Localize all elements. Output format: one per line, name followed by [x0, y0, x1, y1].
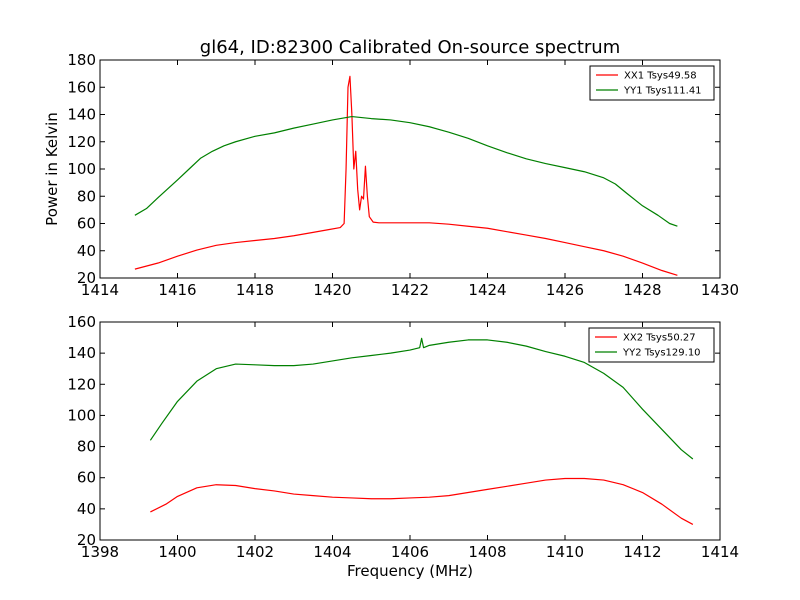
- x-axis-label: Frequency (MHz): [347, 562, 473, 580]
- x-tick-label: 1418: [236, 281, 274, 299]
- y-tick-label: 60: [77, 469, 96, 487]
- y-tick-label: 40: [77, 500, 96, 518]
- chart-title: gl64, ID:82300 Calibrated On-source spec…: [200, 37, 620, 58]
- x-tick-label: 1420: [313, 281, 351, 299]
- legend-box: [589, 65, 715, 101]
- y-tick-label: 80: [77, 187, 96, 205]
- x-tick-label: 1414: [81, 281, 119, 299]
- panels: 1414 1416 1418 1420 1422 1424 1426 1428 1430 20 40…: [43, 51, 739, 580]
- x-tick-label: 1416: [158, 281, 196, 299]
- y-tick-label: 100: [67, 406, 96, 424]
- x-tick-label: 1398: [81, 543, 119, 561]
- y-tick-label: 120: [67, 375, 96, 393]
- y-axis-label: Power in Kelvin: [43, 112, 61, 226]
- x-tick-label: 1400: [158, 543, 196, 561]
- x-tick-label: 1408: [468, 543, 506, 561]
- panel-2: 1398 1400 1402 1404 1406 1408 1410 1412 1414 20 40…: [67, 313, 739, 580]
- y-tick-label: 120: [67, 133, 96, 151]
- y-tick-label: 80: [77, 438, 96, 456]
- x-tick-label: 1430: [701, 281, 739, 299]
- x-tick-label: 1424: [468, 281, 506, 299]
- y-tick-label: 160: [67, 78, 96, 96]
- series-line-2-2: [149, 337, 694, 460]
- x-tick-label: 1426: [546, 281, 584, 299]
- legend-box: [588, 327, 715, 363]
- legend: XX1 Tsys49.58 YY1 Tsys111.41: [589, 65, 715, 101]
- legend-label: XX2 Tsys50.27: [623, 333, 696, 344]
- y-tick-label: 160: [67, 313, 96, 331]
- y-tick-label: 20: [77, 531, 96, 549]
- x-tick-label: 1412: [623, 543, 661, 561]
- y-tick-label: 180: [67, 51, 96, 69]
- panel-1: 1414 1416 1418 1420 1422 1424 1426 1428 1430 20 40…: [43, 51, 739, 299]
- y-tick-label: 20: [77, 269, 96, 287]
- series-line-1-1: [134, 75, 678, 276]
- y-tick-label: 40: [77, 242, 96, 260]
- y-tick-label: 60: [77, 215, 96, 233]
- y-tick-label: 100: [67, 160, 96, 178]
- series-line-1-2: [134, 115, 678, 227]
- x-tick-label: 1422: [391, 281, 429, 299]
- legend: XX2 Tsys50.27 YY2 Tsys129.10: [588, 327, 715, 363]
- legend-label: YY1 Tsys111.41: [623, 86, 702, 97]
- y-tick-label: 140: [67, 106, 96, 124]
- series-line-2-1: [150, 477, 694, 525]
- x-tick-label: 1410: [546, 543, 584, 561]
- x-tick-label: 1406: [391, 543, 429, 561]
- y-tick-label: 140: [67, 344, 96, 362]
- x-tick-label: 1404: [313, 543, 351, 561]
- legend-label: XX1 Tsys49.58: [624, 71, 697, 82]
- x-tick-label: 1414: [701, 543, 739, 561]
- x-tick-label: 1402: [236, 543, 274, 561]
- x-tick-label: 1428: [623, 281, 661, 299]
- legend-label: YY2 Tsys129.10: [622, 348, 701, 359]
